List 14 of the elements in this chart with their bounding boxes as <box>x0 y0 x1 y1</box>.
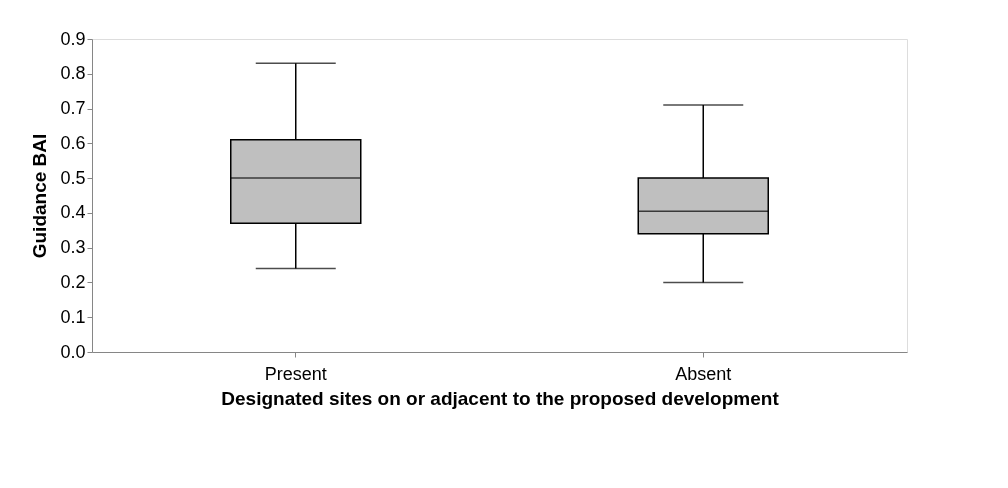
y-tick-label: 0.9 <box>60 28 86 49</box>
x-tick-label: Absent <box>675 363 732 384</box>
y-tick-label: 0.2 <box>60 271 86 292</box>
y-tick-label: 0.0 <box>60 341 86 362</box>
y-tick-label: 0.5 <box>60 167 86 188</box>
y-tick-label: 0.3 <box>60 237 86 258</box>
x-tick-label: Present <box>264 363 327 384</box>
y-tick-label: 0.7 <box>60 98 86 119</box>
y-tick-label: 0.6 <box>60 132 86 153</box>
x-axis-title: Designated sites on or adjacent to the proposed development <box>221 387 780 409</box>
y-axis-title: Guidance BAI <box>29 133 51 259</box>
y-tick-label: 0.8 <box>60 63 86 84</box>
y-tick-label: 0.1 <box>60 306 86 327</box>
y-tick-label: 0.4 <box>60 202 86 223</box>
